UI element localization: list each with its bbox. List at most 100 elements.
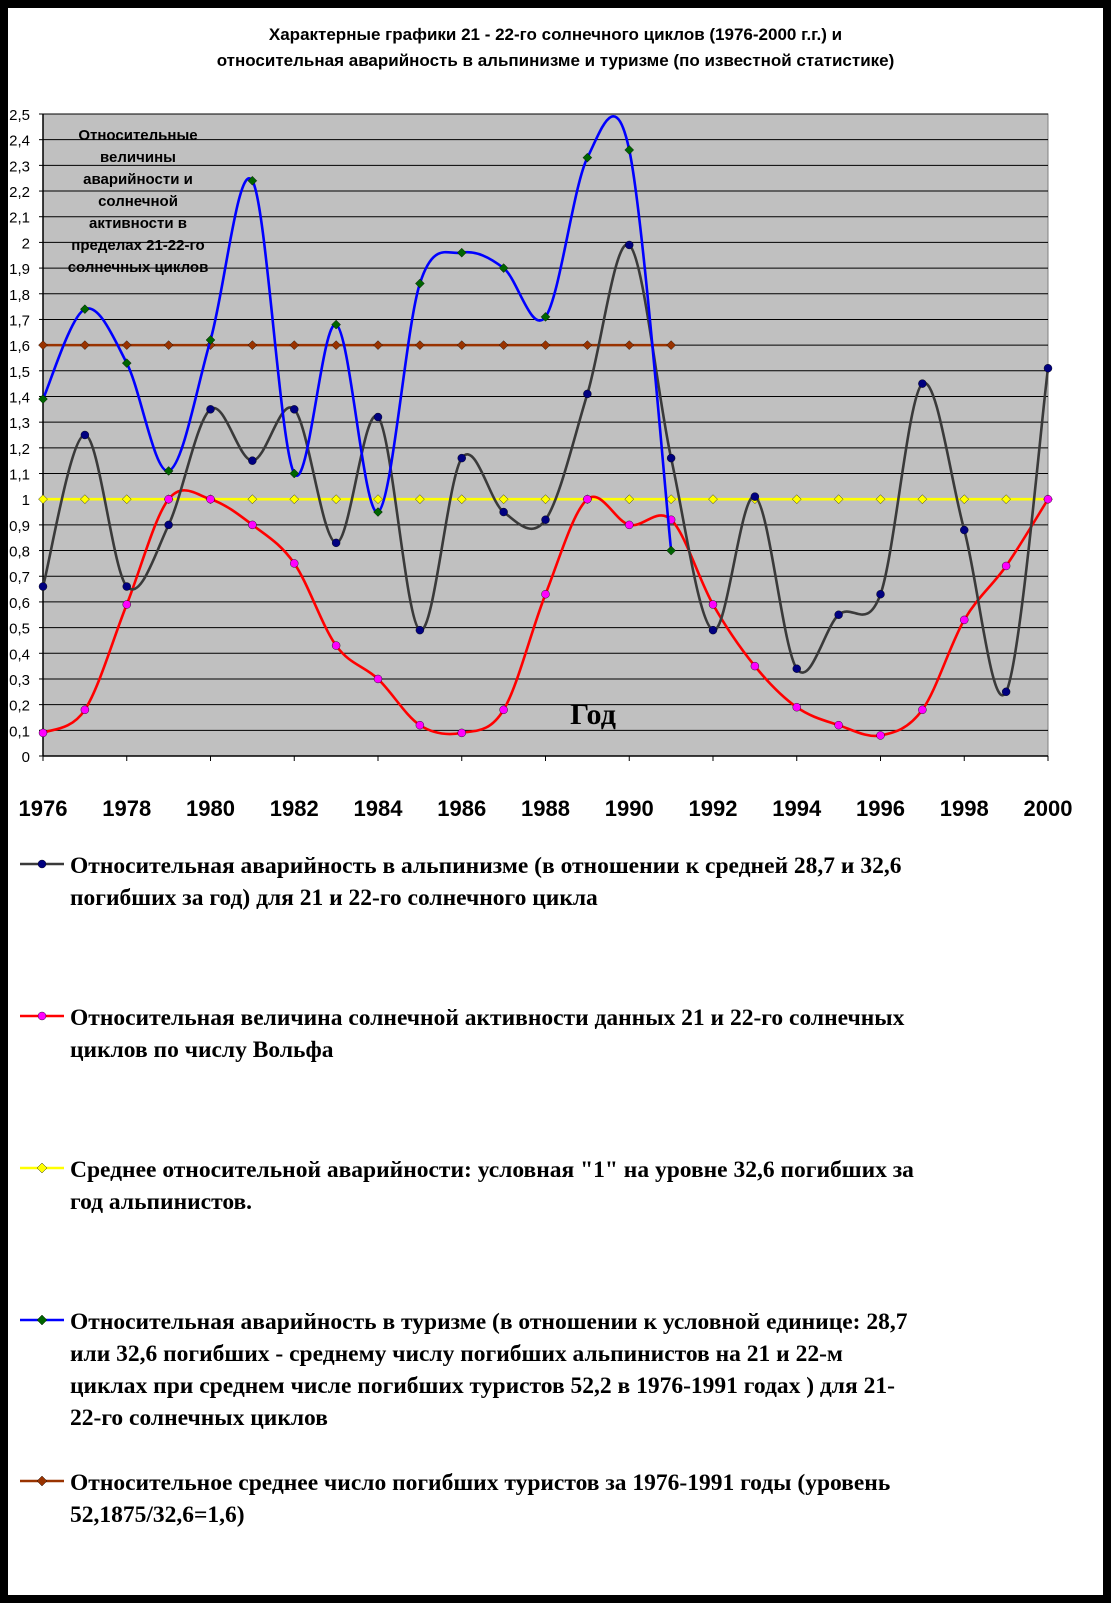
- data-point: [792, 703, 801, 712]
- data-point: [121, 494, 132, 504]
- legend-label-line: Относительная аварийность в туризме (в о…: [70, 1309, 908, 1335]
- x-tick-label: 1978: [102, 796, 151, 821]
- data-point: [960, 615, 969, 625]
- data-point: [38, 582, 48, 591]
- x-axis-label: Год: [570, 698, 616, 731]
- plot-annotation: Относительные величины аварийности и солнеч…: [68, 127, 209, 276]
- x-tick-label: 1992: [689, 796, 738, 821]
- series-alpinism-accidents: [38, 240, 1053, 697]
- x-tick-label: 1988: [521, 796, 570, 821]
- y-tick-label: 0,7: [9, 569, 30, 586]
- series-tourist-mean-level: [38, 340, 676, 350]
- legend-label-line: или 32,6 погибших - среднему числу погиб…: [70, 1341, 843, 1367]
- legend-marker-icon: [20, 1314, 64, 1326]
- data-point: [373, 340, 383, 350]
- data-point: [498, 263, 509, 273]
- data-point: [876, 590, 885, 599]
- legend-label: Относительная аварийность в альпинизме (…: [70, 850, 1100, 914]
- chart-title: Характерные графики 21 - 22-го солнечног…: [8, 22, 1103, 74]
- series-tourism-accidents: [38, 114, 676, 556]
- data-point: [791, 494, 802, 504]
- legend-marker-icon: [20, 1475, 64, 1487]
- data-point: [624, 494, 635, 504]
- data-point: [331, 641, 341, 650]
- y-tick-label: 1: [22, 492, 30, 509]
- x-tick-label: 1982: [270, 796, 319, 821]
- data-point: [499, 705, 508, 714]
- data-point: [38, 340, 48, 350]
- chart-frame: Характерные графики 21 - 22-го солнечног…: [8, 8, 1103, 1595]
- data-point: [290, 559, 299, 568]
- data-point: [80, 340, 90, 350]
- data-point: [247, 175, 258, 186]
- data-point: [1001, 687, 1011, 696]
- data-point: [289, 468, 300, 479]
- data-point: [875, 494, 886, 504]
- y-tick-label: 2,4: [9, 133, 30, 150]
- data-point: [540, 312, 551, 322]
- data-point: [290, 405, 299, 414]
- data-point: [582, 340, 593, 350]
- x-tick-label: 1976: [19, 796, 68, 821]
- data-point: [456, 494, 467, 504]
- y-tick-label: 1,5: [9, 364, 30, 381]
- data-point: [625, 240, 634, 250]
- data-point: [289, 340, 300, 350]
- data-point: [457, 453, 466, 463]
- series-solar-activity: [38, 489, 1053, 740]
- y-tick-label: 1,2: [9, 441, 30, 458]
- data-point: [960, 525, 969, 535]
- data-point: [331, 494, 341, 504]
- x-tick-label: 1980: [186, 796, 235, 821]
- legend-label: Относительная величина солнечной активно…: [70, 1002, 1100, 1066]
- legend-label-line: Относительное среднее число погибших тур…: [70, 1470, 891, 1496]
- data-point: [373, 674, 383, 684]
- data-point: [248, 456, 257, 465]
- data-point: [80, 430, 90, 440]
- data-point: [415, 494, 425, 504]
- data-point: [331, 538, 341, 548]
- data-point: [792, 664, 801, 673]
- data-point: [38, 494, 48, 504]
- data-point: [666, 545, 676, 556]
- data-point: [38, 728, 48, 738]
- legend-label-line: Относительная аварийность в альпинизме (…: [70, 853, 902, 879]
- data-point: [206, 405, 215, 414]
- data-point: [456, 340, 467, 350]
- legend-marker-icon: [20, 859, 64, 869]
- legend-label: Относительная аварийность в туризме (в о…: [70, 1306, 1100, 1434]
- line-chart: 0 0,1 0,2 0,3 0,4 0,5 0,6 0,7 0,8 0,9 1 1,1 1,2 1,3 1,…: [9, 107, 1073, 821]
- data-point: [750, 661, 760, 671]
- data-point: [205, 335, 216, 345]
- data-point: [583, 495, 592, 504]
- y-tick-label: 1,3: [9, 415, 30, 432]
- data-point: [583, 389, 592, 399]
- data-point: [206, 495, 215, 504]
- data-point: [582, 152, 593, 163]
- legend-label: Относительное среднее число погибших тур…: [70, 1467, 1100, 1531]
- data-point: [624, 145, 635, 155]
- y-tick-label: 0,6: [9, 595, 30, 612]
- data-point: [289, 494, 300, 504]
- y-tick-label: 0: [22, 749, 30, 766]
- data-point: [415, 625, 425, 635]
- data-point: [80, 705, 90, 714]
- legend-label-line: 22-го солнечных циклов: [70, 1405, 328, 1431]
- chart-title-line-2: относительная аварийность в альпинизме и…: [216, 51, 895, 70]
- legend-label-line: Относительная величина солнечной активно…: [70, 1005, 905, 1031]
- data-point: [164, 520, 173, 530]
- y-tick-label: 0,5: [9, 621, 30, 638]
- data-point: [917, 494, 928, 504]
- data-point: [708, 494, 718, 504]
- data-point: [457, 728, 466, 738]
- legend-label-line: погибших за год) для 21 и 22-го солнечно…: [70, 885, 598, 911]
- data-point: [498, 340, 509, 350]
- legend-marker-icon: [20, 1011, 64, 1021]
- data-point: [1001, 561, 1011, 571]
- legend-label-line: 52,1875/32,6=1,6): [70, 1502, 245, 1528]
- data-point: [833, 494, 844, 504]
- data-point: [834, 720, 843, 730]
- y-tick-label: 0,9: [9, 518, 30, 535]
- y-tick-label: 0,4: [9, 646, 30, 663]
- x-tick-label: 2000: [1024, 796, 1073, 821]
